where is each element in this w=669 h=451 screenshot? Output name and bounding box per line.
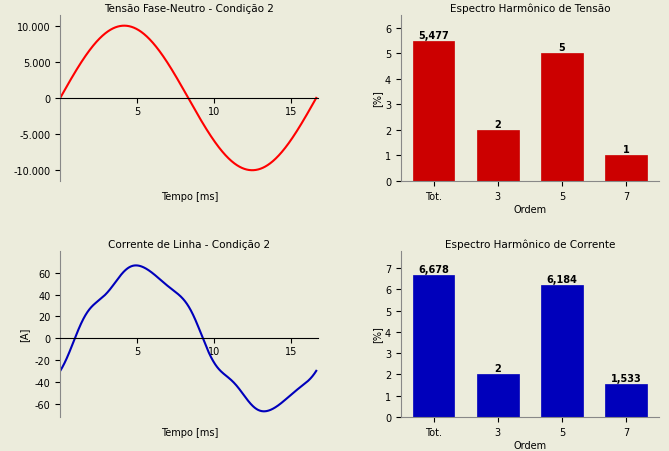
- Text: 6,184: 6,184: [547, 275, 577, 285]
- X-axis label: Ordem: Ordem: [513, 440, 547, 450]
- Bar: [605, 385, 647, 417]
- Bar: [477, 131, 518, 182]
- Text: Tempo [ms]: Tempo [ms]: [161, 427, 218, 437]
- Text: 5,477: 5,477: [418, 31, 449, 41]
- Title: Corrente de Linha - Condição 2: Corrente de Linha - Condição 2: [108, 239, 270, 249]
- Text: 5: 5: [559, 43, 565, 53]
- Title: Espectro Harmônico de Tensão: Espectro Harmônico de Tensão: [450, 3, 610, 14]
- Text: 6,678: 6,678: [418, 264, 449, 274]
- Bar: [413, 42, 454, 182]
- Y-axis label: [A]: [A]: [19, 327, 29, 341]
- Bar: [413, 275, 454, 417]
- Text: 2: 2: [494, 364, 501, 373]
- Y-axis label: [%]: [%]: [372, 326, 382, 343]
- Y-axis label: [%]: [%]: [372, 90, 382, 107]
- Text: 2: 2: [494, 120, 501, 129]
- Text: 1: 1: [623, 145, 630, 155]
- Title: Tensão Fase-Neutro - Condição 2: Tensão Fase-Neutro - Condição 2: [104, 4, 274, 14]
- Bar: [605, 156, 647, 182]
- Bar: [541, 285, 583, 417]
- Title: Espectro Harmônico de Corrente: Espectro Harmônico de Corrente: [445, 239, 615, 249]
- Bar: [541, 54, 583, 182]
- Bar: [477, 375, 518, 417]
- Text: Tempo [ms]: Tempo [ms]: [161, 192, 218, 202]
- Text: 1,533: 1,533: [611, 373, 642, 383]
- X-axis label: Ordem: Ordem: [513, 204, 547, 214]
